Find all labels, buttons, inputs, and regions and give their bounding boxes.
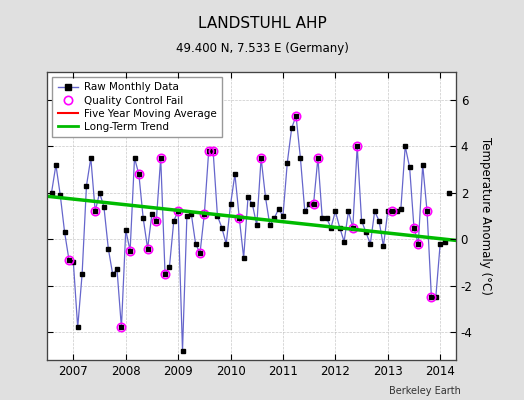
Text: 49.400 N, 7.533 E (Germany): 49.400 N, 7.533 E (Germany) [176,42,348,55]
Y-axis label: Temperature Anomaly (°C): Temperature Anomaly (°C) [479,137,492,295]
Text: LANDSTUHL AHP: LANDSTUHL AHP [198,16,326,31]
Text: Berkeley Earth: Berkeley Earth [389,386,461,396]
Legend: Raw Monthly Data, Quality Control Fail, Five Year Moving Average, Long-Term Tren: Raw Monthly Data, Quality Control Fail, … [52,77,222,137]
